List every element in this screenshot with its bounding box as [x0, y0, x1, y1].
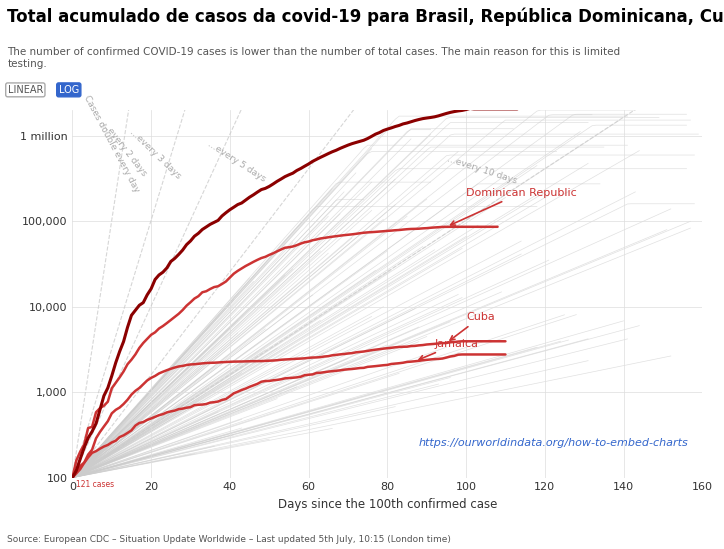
Text: Source: European CDC – Situation Update Worldwide – Last updated 5th July, 10:15: Source: European CDC – Situation Update … [7, 535, 451, 544]
Text: ...every 10 days: ...every 10 days [447, 154, 518, 185]
Text: Our World: Our World [631, 43, 694, 54]
Text: Brazil: Brazil [0, 548, 1, 549]
Text: LINEAR: LINEAR [8, 85, 43, 95]
Text: ...every 3 days: ...every 3 days [127, 128, 182, 181]
Text: Cases double every day: Cases double every day [83, 94, 141, 194]
Text: Total acumulado de casos da covid-19 para Brasil, República Dominicana, Cuba e J: Total acumulado de casos da covid-19 par… [7, 8, 724, 26]
Text: Jamaica: Jamaica [419, 339, 479, 360]
Text: LOG: LOG [59, 85, 79, 95]
Text: ...every 5 days: ...every 5 days [206, 139, 267, 183]
Text: Dominican Republic: Dominican Republic [450, 188, 577, 225]
Text: https://ourworldindata.org/how-to-embed-charts: https://ourworldindata.org/how-to-embed-… [418, 438, 689, 448]
X-axis label: Days since the 100th confirmed case: Days since the 100th confirmed case [277, 498, 497, 511]
Text: in Data: in Data [640, 69, 685, 79]
Text: The number of confirmed COVID-19 cases is lower than the number of total cases. : The number of confirmed COVID-19 cases i… [7, 47, 620, 69]
Text: 121 cases: 121 cases [76, 479, 114, 489]
Text: Cuba: Cuba [450, 312, 494, 340]
Text: ...every 2 days: ...every 2 days [100, 120, 148, 178]
